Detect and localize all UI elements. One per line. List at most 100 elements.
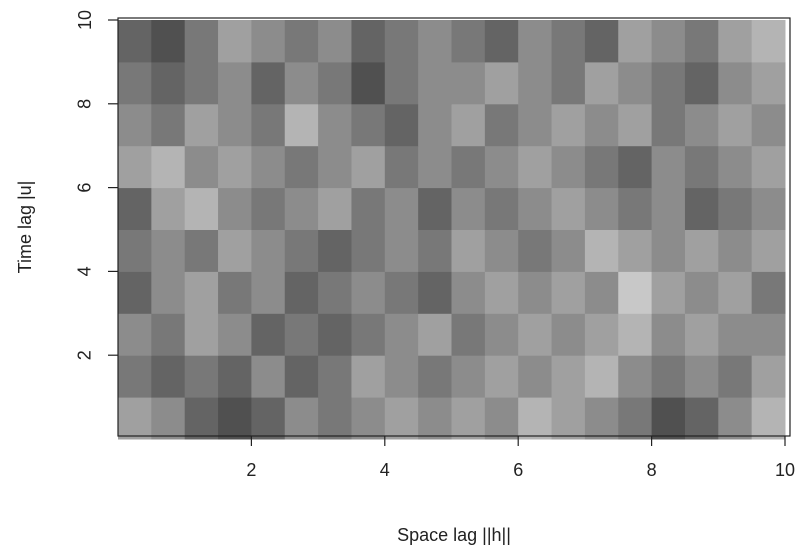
- heat-cell: [251, 20, 286, 63]
- heat-cell: [451, 313, 486, 356]
- heat-cell: [584, 145, 619, 189]
- heat-cell: [618, 313, 653, 356]
- heat-cell: [184, 145, 219, 189]
- heat-cell: [751, 20, 786, 63]
- heat-cell: [518, 61, 553, 105]
- heat-cell: [318, 187, 352, 230]
- heat-cell: [618, 229, 653, 272]
- heat-cell: [651, 20, 686, 63]
- heat-cell: [751, 313, 786, 356]
- heat-cell: [118, 229, 152, 272]
- heat-cell: [618, 397, 653, 440]
- heat-cell: [118, 271, 152, 314]
- x-tick-label: 10: [775, 460, 795, 480]
- heat-cell: [551, 313, 586, 356]
- heat-cell: [151, 187, 186, 230]
- heat-cell: [651, 397, 686, 440]
- heat-cell: [684, 229, 719, 272]
- heat-cell: [351, 187, 386, 230]
- heat-cell: [284, 313, 319, 356]
- heat-cell: [451, 229, 486, 272]
- heat-cell: [718, 355, 753, 398]
- heat-cell: [551, 271, 586, 314]
- heat-cell: [384, 145, 419, 189]
- heat-cell: [551, 397, 586, 440]
- heat-cell: [651, 229, 686, 272]
- heat-cell: [184, 61, 219, 105]
- heat-cell: [584, 313, 619, 356]
- y-tick-label: 10: [75, 10, 95, 30]
- heat-cell: [618, 20, 653, 63]
- heat-cell: [418, 229, 452, 272]
- heat-cell: [218, 20, 252, 63]
- heat-cell: [251, 145, 286, 189]
- heat-cell: [218, 313, 252, 356]
- heat-cell: [651, 271, 686, 314]
- heat-cell: [518, 145, 553, 189]
- heat-cell: [418, 103, 452, 147]
- heat-cell: [484, 145, 519, 189]
- heat-cell: [551, 103, 586, 147]
- heat-cell: [518, 271, 553, 314]
- heat-cell: [351, 61, 386, 105]
- heat-cell: [118, 145, 152, 189]
- heat-cell: [618, 103, 653, 147]
- heat-cell: [718, 103, 753, 147]
- y-tick-label: 2: [75, 350, 95, 360]
- x-tick-label: 6: [513, 460, 523, 480]
- heat-cell: [218, 397, 252, 440]
- x-tick-label: 4: [380, 460, 390, 480]
- heat-cell: [118, 355, 152, 398]
- heat-cell: [151, 61, 186, 105]
- heat-cell: [151, 397, 186, 440]
- heat-cell: [618, 271, 653, 314]
- heat-cell: [484, 187, 519, 230]
- heat-cell: [418, 397, 452, 440]
- heat-cell: [318, 103, 352, 147]
- heat-cell: [684, 271, 719, 314]
- heat-cell: [318, 397, 352, 440]
- heat-cell: [384, 187, 419, 230]
- heat-cell: [718, 61, 753, 105]
- heat-cell: [284, 187, 319, 230]
- heat-cell: [484, 103, 519, 147]
- heat-cell: [251, 187, 286, 230]
- heat-cell: [151, 313, 186, 356]
- heat-cell: [584, 271, 619, 314]
- heat-cell: [351, 229, 386, 272]
- heat-cell: [418, 20, 452, 63]
- heat-cell: [751, 61, 786, 105]
- heat-cell: [318, 313, 352, 356]
- heat-cell: [551, 20, 586, 63]
- heat-cell: [218, 271, 252, 314]
- heat-cell: [351, 313, 386, 356]
- heat-cell: [284, 229, 319, 272]
- heat-cell: [618, 187, 653, 230]
- heat-cell: [418, 187, 452, 230]
- heat-cell: [684, 313, 719, 356]
- heat-cell: [218, 355, 252, 398]
- heat-cell: [218, 187, 252, 230]
- heat-cell: [384, 20, 419, 63]
- heat-cell: [651, 313, 686, 356]
- heat-cell: [384, 313, 419, 356]
- heat-cell: [718, 271, 753, 314]
- heat-cell: [484, 61, 519, 105]
- heat-cell: [184, 313, 219, 356]
- heat-cell: [251, 313, 286, 356]
- heat-cell: [151, 145, 186, 189]
- heat-cell: [384, 397, 419, 440]
- heat-cell: [251, 355, 286, 398]
- heat-cell: [518, 313, 553, 356]
- heat-cell: [484, 313, 519, 356]
- heat-cell: [751, 145, 786, 189]
- heat-cell: [418, 355, 452, 398]
- heat-cell: [518, 229, 553, 272]
- heat-cell: [351, 103, 386, 147]
- heat-cell: [218, 229, 252, 272]
- heat-cell: [184, 355, 219, 398]
- heat-cell: [751, 271, 786, 314]
- heat-cell: [484, 397, 519, 440]
- heat-cell: [518, 397, 553, 440]
